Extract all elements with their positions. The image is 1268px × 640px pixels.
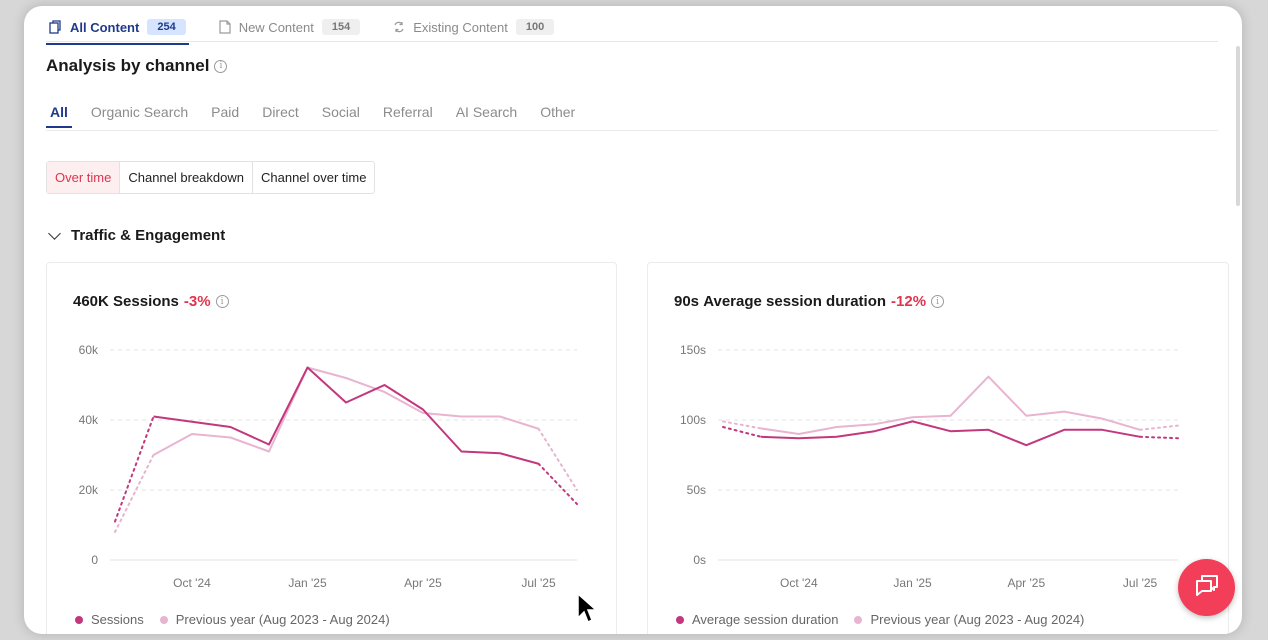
tab-label: New Content [238, 19, 314, 35]
legend-swatch [159, 615, 168, 624]
y-tick-label: 60k [79, 343, 99, 357]
channel-tab-organic-search[interactable]: Organic Search [90, 104, 189, 120]
y-tick-label: 0s [693, 553, 706, 567]
scrollbar[interactable] [1236, 46, 1240, 206]
tab-label: All Content [70, 19, 140, 35]
x-tick-label: Oct '24 [173, 576, 211, 590]
divider [46, 41, 1218, 42]
chat-button[interactable] [1178, 559, 1235, 616]
card-title: 90s Average session duration -12% i [674, 293, 945, 310]
tab-existing-content[interactable]: Existing Content 100 [389, 12, 557, 42]
page-title: Analysis by channel i [46, 56, 228, 76]
refresh-icon [392, 20, 406, 34]
channel-tab-other[interactable]: Other [540, 104, 576, 120]
metric-value: 460K [73, 293, 109, 310]
series-line-dotted [537, 462, 578, 505]
x-tick-label: Jul '25 [521, 576, 556, 590]
series-line-dotted [114, 415, 155, 523]
metric-name: Average session duration [703, 293, 887, 310]
x-tick-label: Apr '25 [404, 576, 442, 590]
series-line-previous [760, 375, 1141, 435]
channel-tab-direct[interactable]: Direct [262, 104, 299, 120]
tab-label: Existing Content [413, 19, 508, 35]
chevron-down-icon [48, 227, 61, 240]
count-badge: 254 [147, 19, 186, 35]
legend-label: Previous year (Aug 2023 - Aug 2024) [870, 612, 1085, 627]
legend-item-current[interactable]: Average session duration [676, 612, 838, 627]
document-icon [218, 20, 232, 34]
sessions-chart: 0 20k 40k 60k Oct '24 Jan '25 Apr '25 Jul '25 [79, 343, 578, 590]
series-line-dotted [1139, 424, 1179, 431]
view-toggle: Over time Channel breakdown Channel over… [46, 161, 376, 194]
page-title-text: Analysis by channel [46, 56, 210, 75]
divider [46, 130, 1218, 131]
count-badge: 154 [321, 19, 361, 35]
y-tick-label: 100s [680, 413, 706, 427]
x-tick-label: Jan '25 [893, 576, 932, 590]
metric-delta: -3% [183, 293, 211, 310]
series-line-dotted [114, 454, 155, 533]
traffic-engagement-toggle[interactable]: Traffic & Engagement [46, 227, 225, 244]
tab-new-content[interactable]: New Content 154 [215, 12, 364, 42]
legend-swatch [75, 615, 83, 624]
count-badge: 100 [515, 19, 555, 35]
x-tick-label: Jan '25 [288, 576, 327, 590]
chat-icon [1193, 571, 1221, 604]
y-tick-label: 150s [680, 343, 706, 357]
chart-legend: Sessions Previous year (Aug 2023 - Aug 2… [75, 612, 406, 627]
channel-tab-ai-search[interactable]: AI Search [455, 104, 518, 120]
legend-item-current[interactable]: Sessions [75, 612, 144, 627]
series-line-dotted [722, 420, 762, 430]
x-tick-label: Apr '25 [1008, 576, 1046, 590]
legend-item-previous[interactable]: Previous year (Aug 2023 - Aug 2024) [159, 612, 390, 627]
channel-tab-paid[interactable]: Paid [211, 104, 240, 120]
y-tick-label: 0 [91, 553, 98, 567]
series-line-dotted [722, 426, 762, 438]
app-window: All Content 254 New Content 154 Existing… [24, 6, 1242, 634]
x-tick-label: Oct '24 [780, 576, 818, 590]
legend-label: Sessions [91, 612, 144, 627]
metric-delta: -12% [891, 293, 927, 310]
x-tick-label: Jul '25 [1123, 576, 1158, 590]
info-icon[interactable]: i [215, 295, 229, 308]
legend-swatch [676, 615, 684, 624]
channel-tab-referral[interactable]: Referral [382, 104, 433, 120]
mouse-cursor-icon [576, 592, 598, 631]
series-line-previous [153, 366, 539, 456]
view-over-time-button[interactable]: Over time [47, 162, 120, 193]
series-line-current [760, 420, 1141, 447]
group-title: Traffic & Engagement [71, 227, 226, 244]
copy-icon [49, 20, 63, 34]
legend-label: Average session duration [692, 612, 839, 627]
avg-session-duration-chart: 0s 50s 100s 150s Oct '24 Jan '25 Apr '25 Jul '2… [680, 343, 1179, 590]
channel-tab-all[interactable]: All [46, 102, 72, 128]
chart-legend: Average session duration Previous year (… [676, 612, 1100, 627]
y-tick-label: 40k [79, 413, 99, 427]
content-tabs: All Content 254 New Content 154 Existing… [46, 12, 583, 45]
series-line-current [153, 366, 539, 465]
view-channel-over-time-button[interactable]: Channel over time [251, 162, 375, 193]
metric-name: Sessions [113, 293, 179, 310]
tab-all-content[interactable]: All Content 254 [46, 12, 189, 45]
series-line-dotted [1139, 435, 1179, 440]
view-channel-breakdown-button[interactable]: Channel breakdown [119, 162, 252, 193]
card-title: 460K Sessions -3% i [73, 293, 229, 310]
channel-tabs: All Organic Search Paid Direct Social Re… [46, 102, 594, 128]
info-icon[interactable]: i [931, 295, 945, 308]
series-line-dotted [537, 427, 578, 491]
legend-item-previous[interactable]: Previous year (Aug 2023 - Aug 2024) [854, 612, 1084, 627]
info-icon[interactable]: i [214, 59, 228, 73]
y-tick-label: 20k [79, 483, 99, 497]
legend-swatch [854, 615, 863, 624]
legend-label: Previous year (Aug 2023 - Aug 2024) [175, 612, 390, 627]
channel-tab-social[interactable]: Social [321, 104, 360, 120]
y-tick-label: 50s [687, 483, 706, 497]
avg-session-duration-card: 90s Average session duration -12% i 0s 50… [647, 262, 1229, 634]
sessions-card: 460K Sessions -3% i 0 20k 40k 60k Oct '24 Jan… [46, 262, 617, 634]
metric-value: 90s [674, 293, 700, 310]
